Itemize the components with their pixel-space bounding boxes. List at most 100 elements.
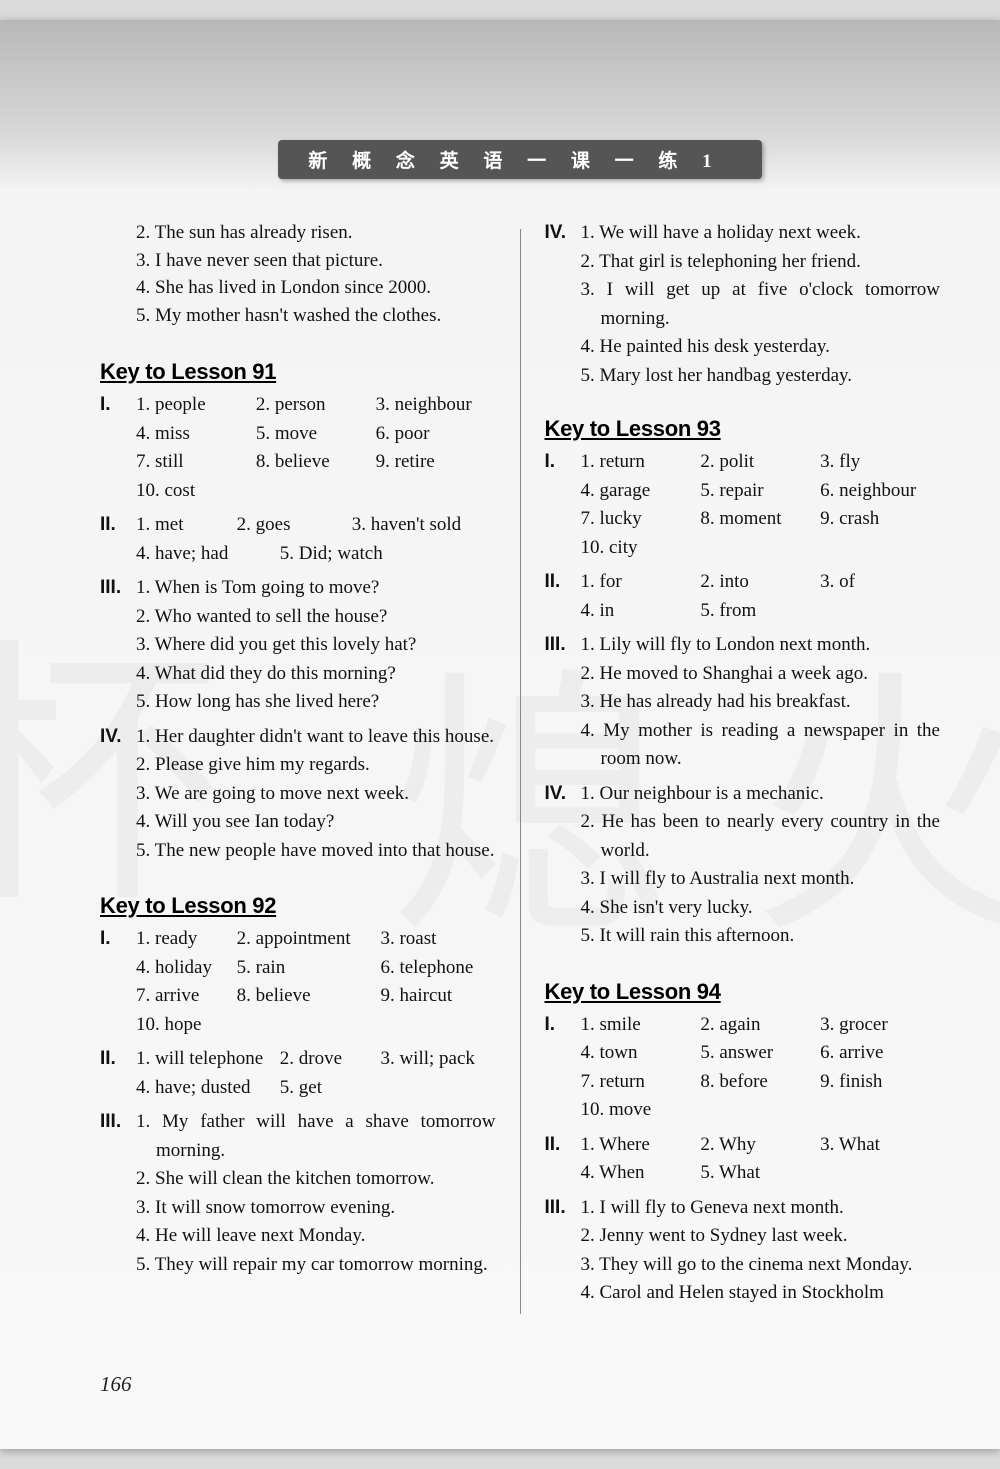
- word-grid: 1. met 2. goes 3. haven't sold 4. have; …: [136, 511, 496, 568]
- sentence-list: 1. Lily will fly to London next month. 2…: [581, 631, 941, 774]
- word-grid: 1. will telephone 2. drove 3. will; pack…: [136, 1045, 496, 1102]
- list-item: 2. She will clean the kitchen tomorrow.: [136, 1165, 496, 1194]
- content-area: 新 概 念 英 语 一 课 一 练 1 2. The sun has alrea…: [0, 140, 1000, 1449]
- word-cell: 2. goes: [237, 511, 352, 540]
- word-cell: 4. When: [581, 1159, 701, 1188]
- section-III: III. 1. My father will have a shave tomo…: [100, 1108, 496, 1279]
- list-item: 2. Jenny went to Sydney last week.: [581, 1222, 941, 1251]
- word-cell: 6. poor: [376, 420, 496, 449]
- list-item: 1. Lily will fly to London next month.: [581, 631, 941, 660]
- word-cell: 2. drove: [280, 1045, 381, 1074]
- list-item: 4. He will leave next Monday.: [136, 1222, 496, 1251]
- word-cell: 3. fly: [820, 448, 940, 477]
- word-cell: 1. will telephone: [136, 1045, 280, 1074]
- list-item: 2. He moved to Shanghai a week ago.: [581, 660, 941, 689]
- section-label: III.: [545, 1194, 581, 1308]
- list-item: 5. They will repair my car tomorrow morn…: [136, 1251, 496, 1280]
- word-cell: 1. for: [581, 568, 701, 597]
- section-II: II. 1. for 2. into 3. of 4. in 5. from: [545, 568, 941, 625]
- list-item: 2. He has been to nearly every country i…: [581, 808, 941, 865]
- list-item: 1. Our neighbour is a mechanic.: [581, 780, 941, 809]
- word-cell: 5. What: [700, 1159, 820, 1188]
- word-cell: 6. telephone: [380, 954, 495, 983]
- section-label: III.: [545, 631, 581, 774]
- list-item: 4. My mother is reading a newspaper in t…: [581, 717, 941, 774]
- word-cell: 7. return: [581, 1068, 701, 1097]
- section-III: III. 1. Lily will fly to London next mon…: [545, 631, 941, 774]
- lesson-title: Key to Lesson 91: [100, 359, 496, 385]
- word-cell: 2. again: [700, 1011, 820, 1040]
- word-cell: 8. believe: [237, 982, 381, 1011]
- word-cell: 2. into: [700, 568, 820, 597]
- section-label: IV.: [545, 780, 581, 951]
- list-item: 5. Mary lost her handbag yesterday.: [581, 362, 941, 391]
- section-I: I. 1. smile 2. again 3. grocer 4. town 5…: [545, 1011, 941, 1125]
- word-cell: 10. cost: [136, 477, 256, 506]
- list-item: 3. I have never seen that picture.: [136, 247, 496, 275]
- word-cell: 3. haven't sold: [352, 511, 496, 540]
- section-label: IV.: [100, 723, 136, 866]
- section-label: I.: [545, 1011, 581, 1125]
- list-item: 2. The sun has already risen.: [136, 219, 496, 247]
- word-cell: 2. person: [256, 391, 376, 420]
- section-label: II.: [100, 1045, 136, 1102]
- word-cell: 9. retire: [376, 448, 496, 477]
- list-item: 2. Who wanted to sell the house?: [136, 603, 496, 632]
- word-cell: 4. miss: [136, 420, 256, 449]
- word-cell: 3. of: [820, 568, 940, 597]
- word-cell: 6. arrive: [820, 1039, 940, 1068]
- list-item: 3. It will snow tomorrow evening.: [136, 1194, 496, 1223]
- list-item: 3. We are going to move next week.: [136, 780, 496, 809]
- sentence-list: 1. My father will have a shave tomorrow …: [136, 1108, 496, 1279]
- banner-wrap: 新 概 念 英 语 一 课 一 练 1: [100, 140, 940, 179]
- sentence-list: 1. I will fly to Geneva next month. 2. J…: [581, 1194, 941, 1308]
- section-I: I. 1. people 2. person 3. neighbour 4. m…: [100, 391, 496, 505]
- section-label: II.: [545, 1131, 581, 1188]
- word-cell: 5. Did; watch: [280, 540, 496, 569]
- word-cell: 3. What: [820, 1131, 940, 1160]
- lesson-title: Key to Lesson 93: [545, 416, 941, 442]
- section-label: II.: [100, 511, 136, 568]
- word-cell: 3. grocer: [820, 1011, 940, 1040]
- word-cell: 3. neighbour: [376, 391, 496, 420]
- word-cell: 4. garage: [581, 477, 701, 506]
- section-label: I.: [545, 448, 581, 562]
- word-grid: 1. smile 2. again 3. grocer 4. town 5. a…: [581, 1011, 941, 1125]
- word-cell: 8. moment: [700, 505, 820, 534]
- section-IV: IV. 1. Our neighbour is a mechanic. 2. H…: [545, 780, 941, 951]
- word-cell: 5. from: [700, 597, 820, 626]
- list-item: 1. When is Tom going to move?: [136, 574, 496, 603]
- list-item: 1. Her daughter didn't want to leave thi…: [136, 723, 496, 752]
- list-item: 4. She isn't very lucky.: [581, 894, 941, 923]
- list-item: 3. I will get up at five o'clock tomorro…: [581, 276, 941, 333]
- list-item: 5. The new people have moved into that h…: [136, 837, 496, 866]
- word-cell: 1. smile: [581, 1011, 701, 1040]
- list-item: 1. My father will have a shave tomorrow …: [136, 1108, 496, 1165]
- word-cell: 3. will; pack: [380, 1045, 495, 1074]
- list-item: 5. My mother hasn't washed the clothes.: [136, 302, 496, 330]
- lesson-title: Key to Lesson 92: [100, 893, 496, 919]
- word-cell: 8. before: [700, 1068, 820, 1097]
- word-cell: 4. holiday: [136, 954, 237, 983]
- word-cell: 5. repair: [700, 477, 820, 506]
- continuation-list: 2. The sun has already risen. 3. I have …: [100, 219, 496, 329]
- sentence-list: 1. Her daughter didn't want to leave thi…: [136, 723, 496, 866]
- word-cell: 5. rain: [237, 954, 381, 983]
- word-cell: 9. crash: [820, 505, 940, 534]
- word-cell: 4. have; had: [136, 540, 280, 569]
- word-grid: 1. for 2. into 3. of 4. in 5. from: [581, 568, 941, 625]
- column-divider: [520, 229, 521, 1314]
- word-grid: 1. Where 2. Why 3. What 4. When 5. What: [581, 1131, 941, 1188]
- word-cell: 10. city: [581, 534, 701, 563]
- page: 杯 熄 火 新 概 念 英 语 一 课 一 练 1 2. The sun has…: [0, 20, 1000, 1449]
- word-cell: 8. believe: [256, 448, 376, 477]
- word-cell: 9. haircut: [380, 982, 495, 1011]
- page-number: 166: [100, 1372, 132, 1397]
- word-cell: 4. town: [581, 1039, 701, 1068]
- word-cell: 2. Why: [700, 1131, 820, 1160]
- sentence-list: 1. Our neighbour is a mechanic. 2. He ha…: [581, 780, 941, 951]
- word-cell: 7. still: [136, 448, 256, 477]
- word-cell: 1. Where: [581, 1131, 701, 1160]
- list-item: 2. Please give him my regards.: [136, 751, 496, 780]
- two-column-layout: 2. The sun has already risen. 3. I have …: [100, 219, 940, 1314]
